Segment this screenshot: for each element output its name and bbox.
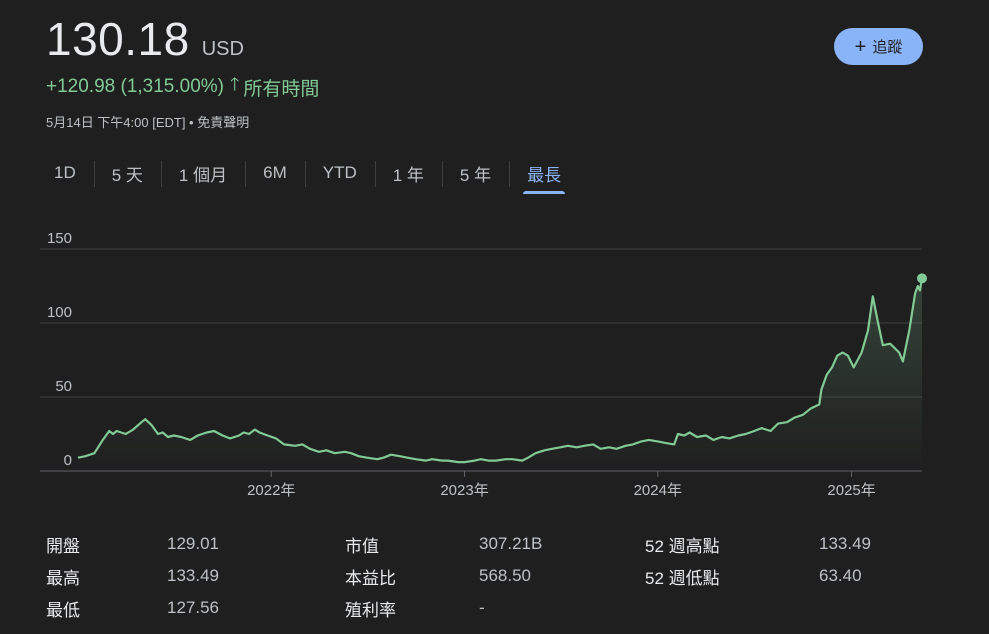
price-change: +120.98 (1,315.00%): [46, 76, 224, 97]
price-header: 130.18 USD: [46, 12, 244, 66]
tab-1d[interactable]: 1D: [54, 163, 76, 182]
y-tick-label: 50: [55, 378, 72, 395]
tab-1y[interactable]: 1 年: [374, 150, 442, 196]
price-line: [77, 278, 924, 464]
tab-6m[interactable]: 6M: [245, 150, 305, 196]
stat-label: 市值: [345, 536, 379, 556]
currency-label: USD: [201, 38, 244, 60]
stat-label: 52 週低點: [645, 568, 720, 588]
plus-icon: +: [854, 35, 867, 58]
tab-5d[interactable]: 5 天: [93, 150, 161, 196]
stat-label: 最高: [46, 568, 80, 588]
stat-value: 129.01: [167, 534, 219, 553]
follow-button[interactable]: + 追蹤: [834, 28, 923, 65]
price-area: [78, 278, 922, 471]
y-tick-label: 100: [47, 304, 72, 321]
stat-label: 殖利率: [345, 600, 396, 620]
stat-value: 127.56: [167, 598, 219, 617]
stat-value: 63.40: [819, 566, 862, 585]
stats-row: 開盤 129.01 市值 307.21B 52 週高點 133.49: [46, 528, 946, 560]
price-change-row: +120.98 (1,315.00%) 🡑 所有時間: [46, 72, 319, 102]
x-tick-label: 2023年: [440, 482, 488, 499]
last-price-dot: [917, 273, 927, 284]
current-price: 130.18: [46, 13, 190, 65]
x-tick-label: 2024年: [634, 482, 682, 499]
x-tick-label: 2025年: [827, 482, 875, 499]
arrow-up-icon: 🡑: [230, 74, 240, 94]
tab-max[interactable]: 最長: [509, 150, 579, 196]
stat-value: 133.49: [167, 566, 219, 585]
stats-row: 最低 127.56 殖利率 -: [46, 592, 946, 624]
y-tick-label: 0: [64, 452, 72, 469]
stat-value: 307.21B: [479, 534, 543, 553]
stat-value: 133.49: [819, 534, 871, 553]
x-tick-label: 2022年: [247, 482, 295, 499]
follow-button-label: 追蹤: [872, 39, 903, 56]
tab-5y[interactable]: 5 年: [441, 150, 509, 196]
stat-label: 開盤: [46, 536, 80, 556]
tab-ytd[interactable]: YTD: [304, 150, 375, 196]
period-label: 所有時間: [243, 78, 320, 100]
stats-row: 最高 133.49 本益比 568.50 52 週低點 63.40: [46, 560, 946, 592]
stat-label: 本益比: [345, 568, 396, 588]
stat-value: 568.50: [479, 566, 531, 585]
quote-timestamp[interactable]: 5月14日 下午4:00 [EDT] • 免責聲明: [46, 115, 250, 130]
stat-value: -: [479, 598, 485, 617]
stat-label: 最低: [46, 600, 80, 620]
tab-1m[interactable]: 1 個月: [160, 150, 245, 196]
stat-label: 52 週高點: [645, 536, 720, 556]
y-tick-label: 150: [47, 230, 72, 247]
stats-table: 開盤 129.01 市值 307.21B 52 週高點 133.49 最高 133.49 本益比…: [46, 528, 946, 624]
